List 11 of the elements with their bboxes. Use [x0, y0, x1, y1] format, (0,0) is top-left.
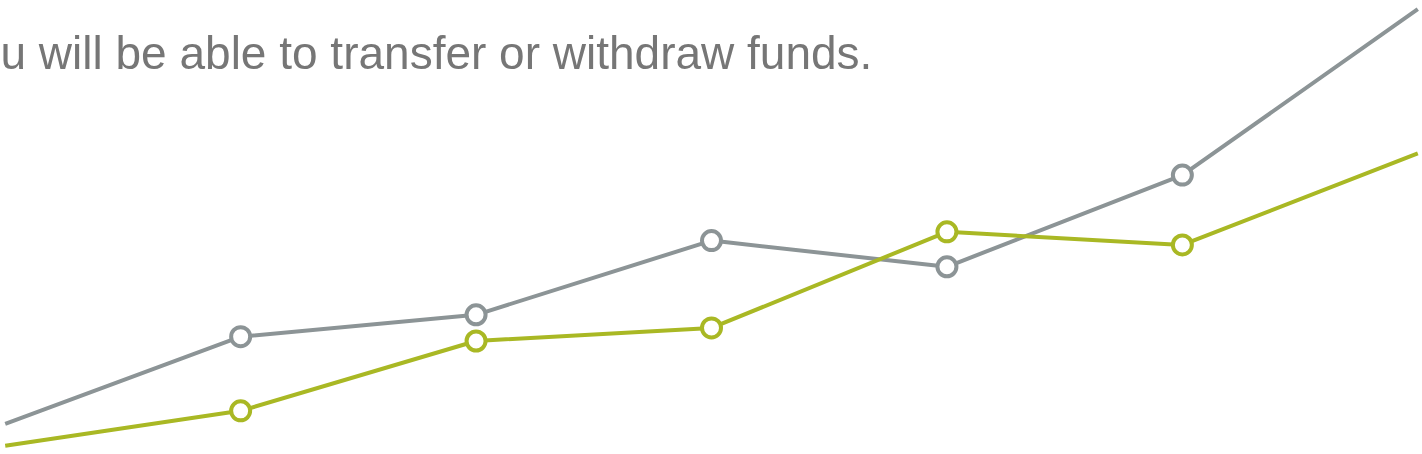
point	[935, 255, 959, 279]
point	[1170, 163, 1194, 187]
point	[229, 325, 253, 349]
point	[700, 316, 723, 340]
point	[935, 220, 959, 244]
annotation: u will be able to transfer or withdraw funds.	[0, 26, 873, 79]
point	[464, 303, 488, 327]
point	[464, 329, 488, 353]
point	[700, 229, 723, 253]
point	[1170, 233, 1194, 257]
point	[229, 399, 253, 423]
